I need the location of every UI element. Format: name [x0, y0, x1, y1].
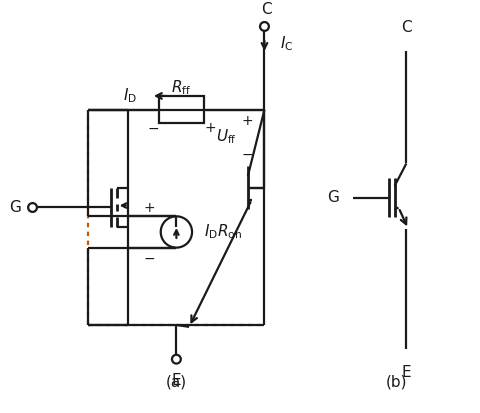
Text: C: C: [261, 2, 272, 17]
Text: $I_\mathrm{D}$: $I_\mathrm{D}$: [123, 87, 137, 105]
Text: $-$: $-$: [147, 121, 159, 135]
Text: (a): (a): [166, 374, 187, 389]
Text: C: C: [401, 20, 412, 35]
Text: $I_\mathrm{C}$: $I_\mathrm{C}$: [280, 35, 293, 53]
Text: $+$: $+$: [241, 114, 253, 128]
Text: G: G: [9, 200, 21, 215]
Text: $R_\mathrm{ff}$: $R_\mathrm{ff}$: [171, 79, 192, 97]
Text: $+$: $+$: [143, 202, 155, 216]
Text: $+$: $+$: [204, 121, 216, 135]
Text: E: E: [402, 365, 411, 380]
Text: (b): (b): [386, 374, 408, 389]
Text: $U_\mathrm{ff}$: $U_\mathrm{ff}$: [216, 128, 237, 146]
Bar: [159, 96, 204, 123]
Text: $-$: $-$: [143, 250, 155, 264]
Text: $-$: $-$: [241, 147, 253, 161]
Text: E: E: [171, 373, 181, 388]
Text: G: G: [327, 190, 339, 205]
Text: $I_\mathrm{D}R_\mathrm{on}$: $I_\mathrm{D}R_\mathrm{on}$: [204, 223, 242, 241]
